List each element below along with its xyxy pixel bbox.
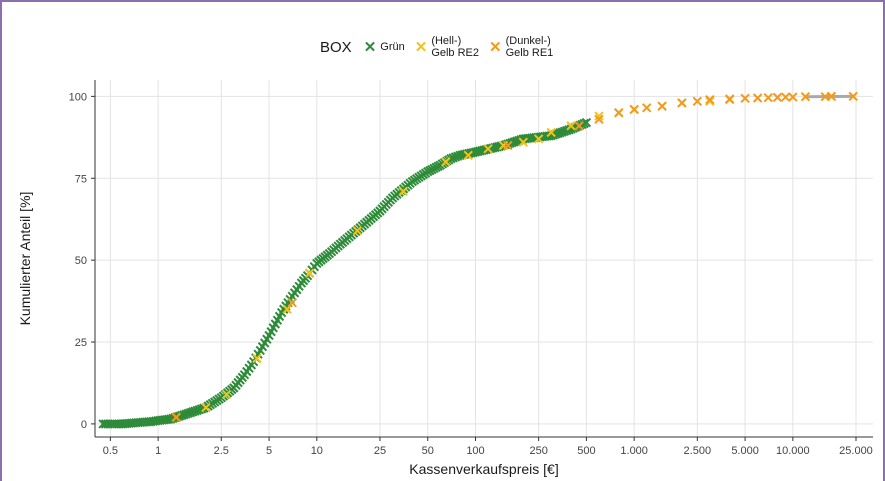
data-point-gelb-re2 <box>518 137 528 147</box>
x-axis-label: Kassenverkaufspreis [€] <box>409 461 558 477</box>
legend-item-gelb-re2: ✕ (Hell-) Gelb RE2 <box>415 35 479 59</box>
y-axis-ticks: 0 25 50 75 100 <box>69 91 95 431</box>
x-tick-label: 5.000 <box>731 445 759 457</box>
data-point-gelb-re1 <box>677 98 687 108</box>
data-point-gelb-re2 <box>483 144 493 154</box>
data-point-gelb-re1 <box>752 93 763 103</box>
data-point-gelb-re2 <box>463 150 473 161</box>
data-point-gelb-re2 <box>533 134 544 144</box>
data-point-gelb-re1 <box>171 412 181 423</box>
y-tick-label: 100 <box>69 91 87 103</box>
x-tick-label: 5 <box>266 445 272 457</box>
legend-item-gruen: ✕ Grün <box>364 40 405 55</box>
legend-key-gruen-icon: ✕ <box>363 38 377 56</box>
grid <box>95 80 873 437</box>
data-point-gelb-re1 <box>724 94 735 104</box>
data-point-gelb-re2 <box>566 121 576 131</box>
legend-key-gelb-re2-icon: ✕ <box>414 38 428 56</box>
data-point-gelb-re2 <box>546 127 556 138</box>
data-point-gelb-re2 <box>304 268 315 278</box>
x-axis-ticks: 0.5 1 2.5 5 10 25 50 100 250 500 1.000 2.500 5.000 10… <box>103 437 873 457</box>
y-tick-label: 0 <box>81 419 87 431</box>
data-point-gelb-re2 <box>398 186 408 197</box>
legend-title: BOX <box>320 38 352 56</box>
x-tick-label: 50 <box>422 445 434 457</box>
y-axis-label: Kumulierter Anteil [%] <box>17 192 33 326</box>
x-tick-label: 100 <box>466 445 484 457</box>
data-point-gelb-re1 <box>780 92 791 102</box>
data-point-gelb-re1 <box>629 104 639 115</box>
data-point-gelb-re1 <box>692 96 703 106</box>
data-point-gelb-re2 <box>441 157 451 167</box>
data-point-gelb-re1 <box>614 108 624 118</box>
x-tick-label: 250 <box>529 445 547 457</box>
y-tick-label: 50 <box>75 255 87 267</box>
x-tick-label: 0.5 <box>103 445 118 457</box>
x-tick-label: 2.5 <box>214 445 229 457</box>
data-point-gelb-re1 <box>826 91 837 102</box>
y-tick-label: 75 <box>75 173 87 185</box>
data-point-gelb-re1 <box>788 92 798 102</box>
x-tick-label: 1.000 <box>620 445 648 457</box>
legend-label-gelb-re2: (Hell-) Gelb RE2 <box>431 35 480 59</box>
legend-label-gruen: Grün <box>380 41 405 53</box>
legend-label-gelb-re1: (Dunkel-) Gelb RE1 <box>505 35 554 59</box>
x-tick-label: 25.000 <box>839 445 873 457</box>
data-point-gelb-re1 <box>848 91 858 102</box>
data-point-gelb-re1 <box>287 298 297 308</box>
data-point-gelb-re1 <box>705 94 715 105</box>
data-points <box>98 91 858 429</box>
data-point-gelb-re1 <box>657 101 667 111</box>
data-point-gelb-re1 <box>740 93 750 104</box>
data-point-gelb-re2 <box>282 304 292 314</box>
legend-key-gelb-re1-icon: ✕ <box>489 38 502 56</box>
data-point-gelb-re1 <box>763 92 773 103</box>
data-point-gelb-re2 <box>594 111 604 121</box>
data-point-gelb-re2 <box>252 353 262 364</box>
x-tick-label: 1 <box>155 445 161 457</box>
x-tick-label: 25 <box>374 445 386 457</box>
data-point-gelb-re2 <box>705 96 715 106</box>
legend: BOX ✕ Grün ✕ (Hell-) Gelb RE2 ✕ (Dunkel-… <box>320 32 557 62</box>
data-point-gelb-re1 <box>503 140 513 151</box>
data-point-gelb-re1 <box>800 91 811 102</box>
x-tick-label: 10 <box>311 445 323 457</box>
x-tick-label: 500 <box>577 445 595 457</box>
data-point-gelb-re1 <box>642 103 652 113</box>
data-point-gelb-re1 <box>594 114 604 125</box>
data-point-gelb-re1 <box>574 121 584 131</box>
data-point-gelb-re1 <box>772 92 783 103</box>
y-tick-label: 25 <box>75 337 87 349</box>
legend-item-gelb-re1: ✕ (Dunkel-) Gelb RE1 <box>489 35 553 59</box>
data-point-gruen <box>581 117 592 128</box>
x-tick-label: 10.000 <box>776 445 810 457</box>
data-point-gelb-re2 <box>201 402 211 413</box>
data-point-gelb-re2 <box>352 225 363 236</box>
data-point-gelb-re2 <box>221 389 232 400</box>
x-tick-label: 2.500 <box>684 445 712 457</box>
